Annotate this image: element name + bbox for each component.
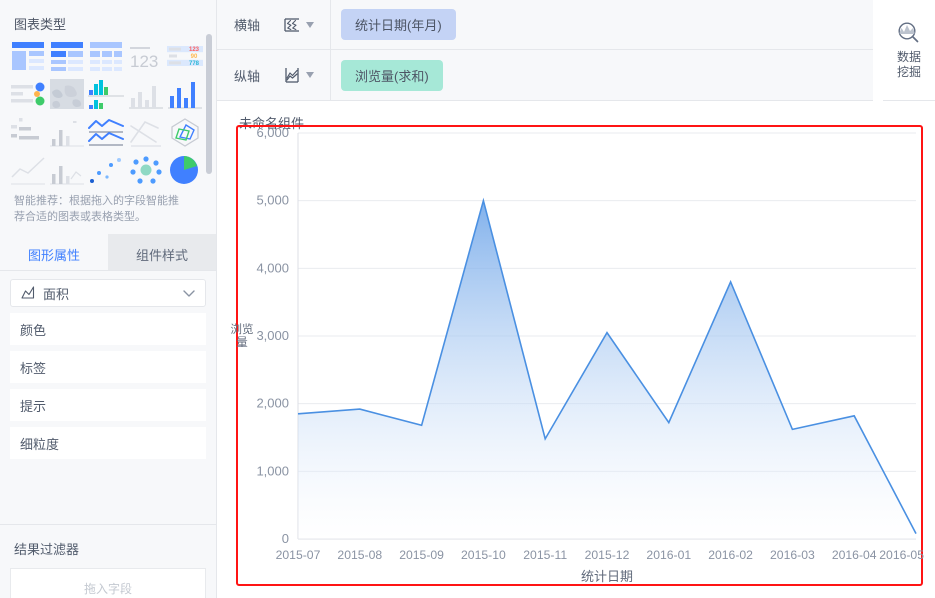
svg-text:5,000: 5,000 bbox=[256, 193, 289, 208]
svg-text:2016-04: 2016-04 bbox=[832, 548, 877, 562]
svg-text:2015-09: 2015-09 bbox=[399, 548, 444, 562]
svg-text:2,000: 2,000 bbox=[256, 396, 289, 411]
svg-text:2015-08: 2015-08 bbox=[337, 548, 382, 562]
svg-text:1,000: 1,000 bbox=[256, 463, 289, 478]
svg-text:123: 123 bbox=[130, 52, 158, 71]
svg-text:3,000: 3,000 bbox=[256, 328, 289, 343]
svg-text:2016-05: 2016-05 bbox=[879, 548, 924, 562]
svg-text:2016-03: 2016-03 bbox=[770, 548, 815, 562]
svg-text:6,000: 6,000 bbox=[256, 125, 289, 140]
svg-text:2016-01: 2016-01 bbox=[646, 548, 691, 562]
svg-text:浏览量: 浏览量 bbox=[231, 322, 254, 349]
svg-text:2016-02: 2016-02 bbox=[708, 548, 753, 562]
svg-text:90: 90 bbox=[190, 54, 197, 60]
svg-text:4,000: 4,000 bbox=[256, 260, 289, 275]
svg-text:统计日期: 统计日期 bbox=[581, 569, 633, 584]
svg-text:2015-11: 2015-11 bbox=[523, 548, 567, 562]
svg-text:2015-07: 2015-07 bbox=[276, 548, 321, 562]
svg-text:2015-12: 2015-12 bbox=[585, 548, 630, 562]
svg-text:2015-10: 2015-10 bbox=[461, 548, 506, 562]
svg-text:778: 778 bbox=[189, 61, 200, 66]
svg-text:0: 0 bbox=[282, 531, 289, 546]
svg-text:123: 123 bbox=[189, 47, 200, 53]
